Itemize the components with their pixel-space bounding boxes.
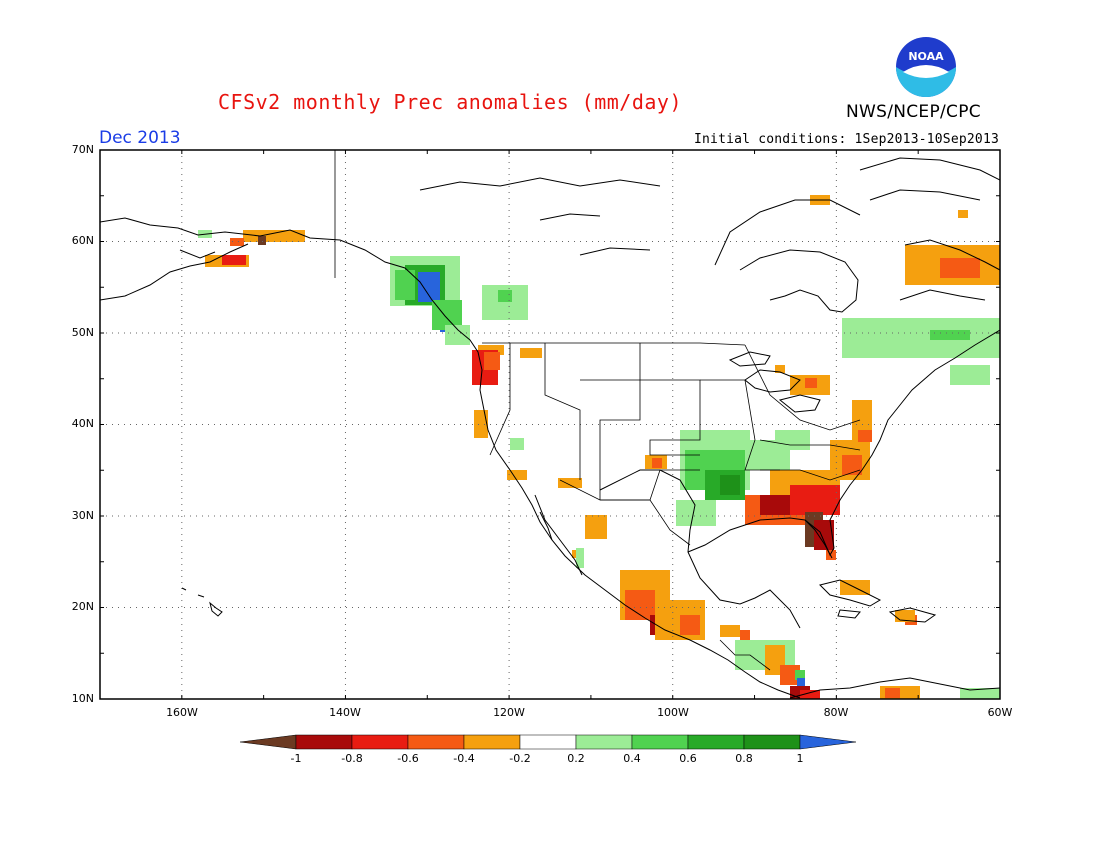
anomaly-cell	[805, 378, 817, 388]
anomaly-cell	[960, 688, 1000, 699]
anomaly-cell	[230, 238, 244, 246]
colorbar-label: 0.6	[679, 752, 697, 765]
anomaly-cell	[842, 455, 862, 475]
anomaly-cell	[740, 630, 750, 640]
anomaly-cell	[790, 485, 840, 515]
anomaly-cell	[558, 478, 582, 488]
forecast-month: Dec 2013	[99, 128, 181, 148]
anomaly-cell	[775, 430, 810, 450]
colorbar-segment	[295, 734, 353, 750]
colorbar-label: -0.4	[453, 752, 475, 765]
lat-label-20n: 20N	[71, 600, 94, 613]
anomaly-cell	[958, 210, 968, 218]
anomaly-cell	[652, 458, 662, 468]
anomaly-cell	[842, 318, 1000, 358]
anomaly-cell	[720, 625, 740, 637]
lon-label-160w: 160W	[166, 706, 198, 719]
colorbar-segment	[575, 734, 633, 750]
anomaly-cell	[676, 500, 716, 526]
colorbar-segment	[743, 734, 801, 750]
lon-label-140w: 140W	[329, 706, 361, 719]
graticule	[100, 150, 1000, 699]
colorbar	[239, 734, 857, 750]
anomaly-cell	[484, 352, 500, 370]
lat-label-70n: 70N	[71, 143, 94, 156]
lat-label-10n: 10N	[71, 692, 94, 705]
anomaly-cell	[930, 330, 970, 340]
anomaly-cell	[950, 365, 990, 385]
colorbar-label: -0.6	[397, 752, 419, 765]
anomaly-cell	[222, 255, 246, 265]
colorbar-label: 0.4	[623, 752, 641, 765]
lat-label-50n: 50N	[71, 326, 94, 339]
agency-label: NWS/NCEP/CPC	[846, 102, 981, 122]
colorbar-label: -0.8	[341, 752, 363, 765]
colorbar-segment	[351, 734, 409, 750]
colorbar-segment	[407, 734, 465, 750]
anomaly-cell	[795, 670, 805, 680]
anomaly-cell	[445, 325, 470, 345]
anomaly-cell	[800, 690, 820, 699]
anomaly-cell	[576, 548, 584, 568]
lat-label-30n: 30N	[71, 509, 94, 522]
anomaly-cell	[885, 688, 900, 698]
map-title: CFSv2 monthly Prec anomalies (mm/day)	[217, 90, 683, 114]
anomaly-cell	[258, 236, 266, 245]
anomaly-cell	[395, 270, 415, 300]
colorbar-label: 0.2	[567, 752, 585, 765]
colorbar-arrow-low	[239, 734, 297, 750]
anomaly-cell	[474, 410, 488, 438]
colorbar-label: -0.2	[509, 752, 531, 765]
anomaly-cell	[895, 610, 915, 622]
lat-label-60n: 60N	[71, 234, 94, 247]
coastlines	[100, 157, 1000, 699]
colorbar-segment	[631, 734, 689, 750]
anomaly-cell	[940, 258, 980, 278]
anomaly-cell	[507, 470, 527, 480]
colorbar-label: -1	[290, 752, 302, 765]
lon-label-60w: 60W	[987, 706, 1013, 719]
anomaly-cell	[520, 348, 542, 358]
axis-ticks	[99, 149, 1001, 700]
anomaly-cell	[498, 290, 512, 302]
colorbar-arrow-high	[799, 734, 857, 750]
anomaly-cell	[720, 475, 740, 495]
political-borders	[334, 150, 861, 671]
anomaly-cell	[585, 515, 607, 539]
lat-label-40n: 40N	[71, 417, 94, 430]
anomaly-cell	[858, 430, 872, 442]
anomaly-cell	[775, 365, 785, 373]
colorbar-label: 0.8	[735, 752, 753, 765]
colorbar-segment	[463, 734, 521, 750]
anomaly-cells	[198, 195, 1000, 699]
lon-label-120w: 120W	[493, 706, 525, 719]
noaa-logo: NOAA	[896, 37, 956, 97]
anomaly-cell	[418, 272, 440, 302]
lon-label-100w: 100W	[657, 706, 689, 719]
anomaly-cell	[797, 678, 805, 686]
initial-conditions-label: Initial conditions: 1Sep2013-10Sep2013	[693, 132, 999, 147]
anomaly-cell	[510, 438, 524, 450]
anomaly-cell	[814, 520, 834, 550]
anomaly-cell	[826, 550, 836, 560]
colorbar-segment	[687, 734, 745, 750]
lon-label-80w: 80W	[823, 706, 849, 719]
svg-text:NOAA: NOAA	[908, 50, 944, 63]
anomaly-cell	[680, 615, 700, 635]
colorbar-label: 1	[796, 752, 804, 765]
colorbar-segment	[519, 734, 577, 750]
